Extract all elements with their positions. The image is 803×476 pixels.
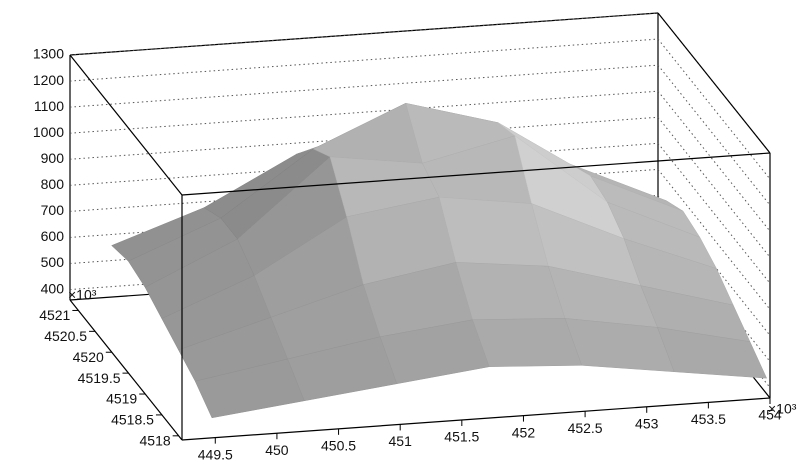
grid-line bbox=[657, 169, 771, 310]
z-tick-label: 400 bbox=[41, 280, 65, 296]
box-edge bbox=[181, 397, 771, 441]
surface-patch bbox=[455, 262, 566, 321]
grid-line bbox=[657, 195, 771, 336]
grid-line bbox=[69, 38, 659, 82]
z-tick-label: 900 bbox=[41, 150, 65, 166]
z-tick-label: 1200 bbox=[33, 72, 64, 88]
y-tick-label: 4519 bbox=[106, 391, 137, 407]
y-tick-label: 4518.5 bbox=[111, 412, 154, 428]
surface-patch bbox=[312, 102, 423, 164]
x-tick-label: 453 bbox=[635, 416, 659, 432]
y-tick-label: 4520 bbox=[73, 349, 104, 365]
grid-line bbox=[657, 64, 771, 206]
x-tick-label: 449.5 bbox=[198, 446, 233, 462]
z-tick-label: 500 bbox=[41, 254, 65, 270]
box-edge bbox=[69, 54, 183, 196]
grid-line bbox=[69, 116, 659, 160]
grid-line bbox=[69, 64, 659, 108]
x-tick-label: 450 bbox=[265, 442, 289, 458]
y-tick-label: 4520.5 bbox=[44, 328, 87, 344]
z-tick-label: 1100 bbox=[34, 98, 64, 114]
box-edge bbox=[181, 152, 771, 196]
x-tick-label: 452.5 bbox=[568, 420, 603, 436]
surface-patch bbox=[438, 196, 549, 267]
grid-line bbox=[69, 12, 659, 56]
z-tick-label: 600 bbox=[41, 228, 65, 244]
grid-line bbox=[657, 143, 771, 284]
x-tick-label: 450.5 bbox=[321, 438, 356, 454]
z-tick-label: 800 bbox=[41, 176, 65, 192]
x-tick-label: 451.5 bbox=[444, 429, 479, 445]
y-tick-label: 4518 bbox=[140, 433, 171, 449]
z-tick-label: 1000 bbox=[33, 124, 64, 140]
x-tick-label: 451 bbox=[389, 433, 413, 449]
grid-line bbox=[657, 221, 771, 362]
grid-line bbox=[657, 38, 771, 180]
box-edge bbox=[69, 299, 183, 441]
surface-patch bbox=[657, 327, 768, 379]
grid-line bbox=[69, 142, 659, 186]
y-tick-label: 4521 bbox=[39, 307, 70, 323]
surface-patch bbox=[472, 318, 583, 367]
x-tick-label: 454 bbox=[758, 407, 782, 423]
grid-line bbox=[657, 116, 771, 258]
x-tick-label: 452 bbox=[512, 424, 536, 440]
y-tick-label: 4519.5 bbox=[78, 370, 121, 386]
box-edge bbox=[657, 12, 771, 154]
y-multiplier: ×10³ bbox=[68, 287, 97, 303]
z-tick-label: 700 bbox=[41, 202, 65, 218]
grid-line bbox=[657, 90, 771, 232]
z-tick-label: 1300 bbox=[33, 46, 64, 62]
x-multiplier: ×10³ bbox=[768, 401, 797, 417]
grid-line bbox=[69, 90, 659, 134]
x-tick-label: 453.5 bbox=[691, 411, 726, 427]
